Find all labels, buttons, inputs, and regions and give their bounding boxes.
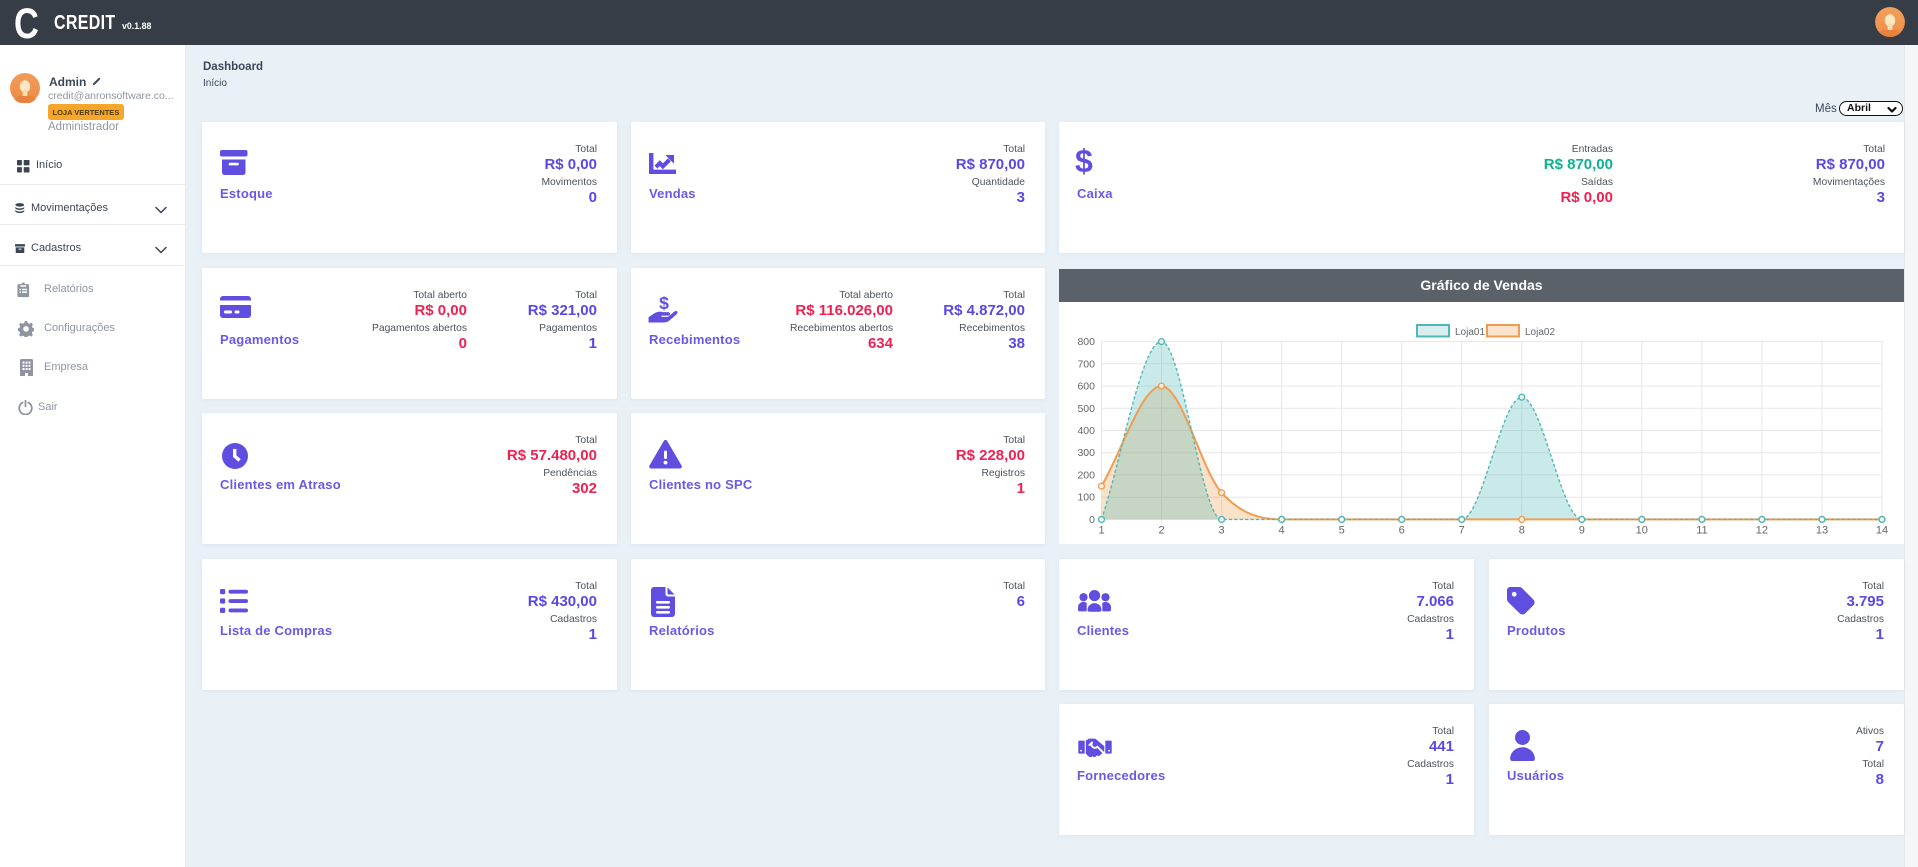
svg-text:800: 800 bbox=[1077, 336, 1095, 348]
svg-text:700: 700 bbox=[1077, 358, 1095, 370]
svg-text:3: 3 bbox=[1219, 525, 1225, 537]
svg-text:200: 200 bbox=[1077, 469, 1095, 481]
svg-text:300: 300 bbox=[1077, 447, 1095, 459]
svg-text:12: 12 bbox=[1756, 525, 1768, 537]
svg-text:5: 5 bbox=[1339, 525, 1345, 537]
svg-text:14: 14 bbox=[1876, 525, 1888, 537]
svg-text:13: 13 bbox=[1816, 525, 1828, 537]
svg-text:10: 10 bbox=[1636, 525, 1648, 537]
svg-text:6: 6 bbox=[1399, 525, 1405, 537]
svg-text:9: 9 bbox=[1579, 525, 1585, 537]
svg-text:500: 500 bbox=[1077, 403, 1095, 415]
svg-text:7: 7 bbox=[1459, 525, 1465, 537]
svg-text:Loja01: Loja01 bbox=[1455, 327, 1485, 338]
svg-text:600: 600 bbox=[1077, 381, 1095, 393]
svg-text:1: 1 bbox=[1098, 525, 1104, 537]
svg-text:2: 2 bbox=[1158, 525, 1164, 537]
svg-text:8: 8 bbox=[1519, 525, 1525, 537]
svg-text:0: 0 bbox=[1089, 514, 1095, 526]
svg-text:4: 4 bbox=[1279, 525, 1285, 537]
svg-text:$: $ bbox=[659, 293, 669, 313]
svg-text:Loja02: Loja02 bbox=[1525, 327, 1555, 338]
svg-text:400: 400 bbox=[1077, 425, 1095, 437]
svg-text:11: 11 bbox=[1696, 525, 1707, 537]
svg-text:100: 100 bbox=[1077, 492, 1095, 504]
